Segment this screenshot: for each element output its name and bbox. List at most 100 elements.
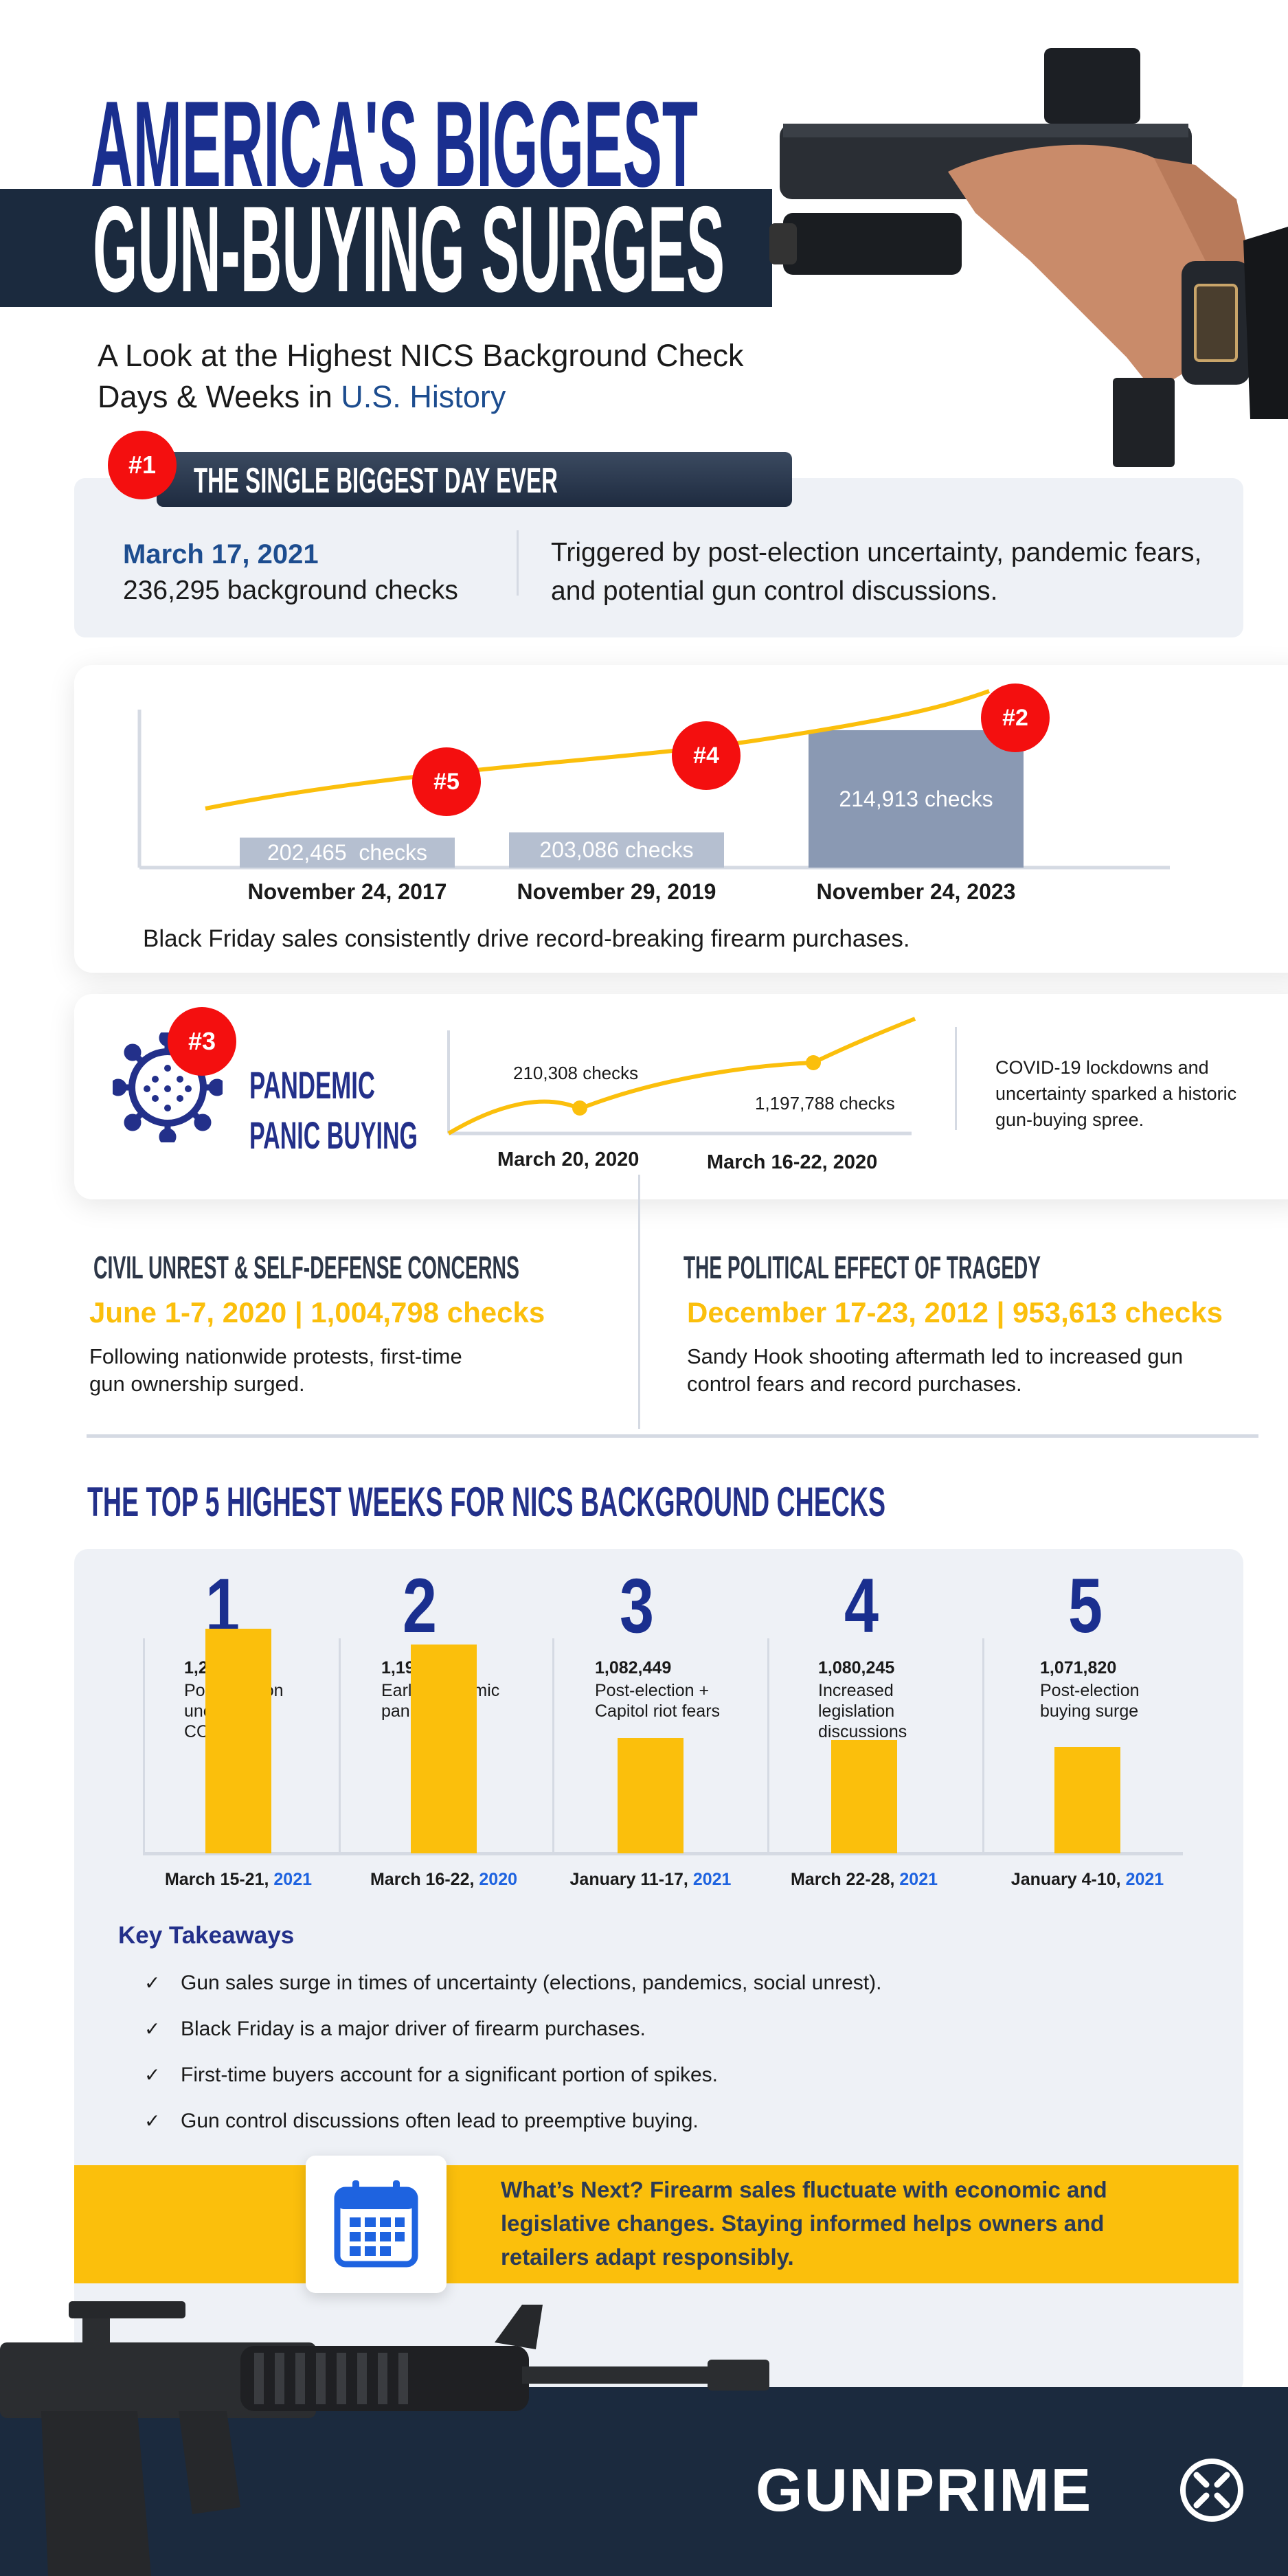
rank-badge-5: #5 [412,747,481,816]
civil-unrest-stat: June 1-7, 2020 | 1,004,798 checks [89,1296,545,1329]
check-icon: ✓ [144,2018,161,2040]
rank-number: 2 [383,1563,465,1649]
column-divider [339,1638,341,1853]
week-value: 1,080,245 [818,1658,895,1677]
top5-heading: THE TOP 5 HIGHEST WEEKS FOR NICS BACKGRO… [87,1479,885,1525]
week-date: March 16-22, 2020 [334,1870,554,1890]
biggest-day-checks: 236,295 background checks [123,576,458,605]
pandemic-point1-label: 210,308 checks [513,1063,639,1083]
biggest-day-description: Triggered by post-election uncertainty, … [551,538,1202,606]
column-divider [767,1638,769,1853]
black-friday-caption: Black Friday sales consistently drive re… [143,925,910,952]
black-friday-date: November 29, 2019 [517,879,716,904]
rank-number-text: 4 [844,1563,879,1649]
takeaway-item: Gun sales surge in times of uncertainty … [181,1971,882,1994]
black-friday-bar [240,837,455,868]
pandemic-point2-date: March 16-22, 2020 [707,1151,878,1173]
pistol-hand-image [769,48,1288,467]
week-year: 2021 [273,1870,313,1889]
black-friday-bar-label: 202,465 checks [267,840,428,866]
week-bar [1054,1746,1120,1853]
rank-number-text: 5 [1067,1563,1103,1649]
black-friday-bar [809,730,1024,868]
rank-badge-2: #2 [981,683,1050,752]
week-value: 1,071,820 [1040,1658,1117,1677]
week-date: March 22-28, 2021 [754,1870,974,1890]
column-divider [638,1175,640,1429]
takeaway-item: Gun control discussions often lead to pr… [181,2110,699,2132]
black-friday-bar [509,832,724,868]
civil-unrest-description: Following nationwide protests, first-tim… [89,1344,462,1396]
check-icon: ✓ [144,2064,161,2086]
week-reason: Increased legislation discussions [818,1681,907,1741]
brand-logo: GUNPRIME [756,2456,1246,2524]
black-friday-chart [137,689,1170,870]
tragedy-heading: THE POLITICAL EFFECT OF TRAGEDY [683,1250,1041,1285]
pandemic-title-line2: PANIC BUYING [249,1114,418,1157]
week-bar [618,1738,683,1853]
week-bar [205,1628,271,1853]
week-year: 2020 [479,1870,518,1889]
check-icon: ✓ [144,1971,161,1994]
section-divider [87,1434,1258,1438]
biggest-day-heading: THE SINGLE BIGGEST DAY EVER [194,461,558,501]
week-date-range: January 4-10, [1010,1870,1126,1889]
takeaway-item: First-time buyers account for a signific… [181,2064,718,2086]
divider [955,1027,957,1130]
civil-unrest-heading: CIVIL UNREST & SELF-DEFENSE CONCERNS [93,1250,519,1285]
pandemic-description: COVID-19 lockdowns and uncertainty spark… [995,1057,1237,1130]
week-value: 1,082,449 [595,1658,672,1677]
rank-badge-1: #1 [108,431,177,499]
data-point-1 [572,1100,587,1116]
divider [517,530,519,596]
black-friday-date: November 24, 2017 [247,879,447,904]
pandemic-card [74,994,1288,1199]
title-band [0,189,772,307]
subtitle-accent: U.S. History [341,379,506,414]
tragedy-stat: December 17-23, 2012 | 953,613 checks [687,1296,1223,1329]
column-divider [982,1638,984,1853]
week-date: January 4-10, 2021 [978,1870,1197,1890]
black-friday-card [74,665,1288,973]
rank-badge-3: #3 [168,1007,236,1076]
week-year: 2021 [899,1870,938,1889]
week-date: January 11-17, 2021 [541,1870,760,1890]
calendar-icon [334,2180,418,2268]
subtitle-line1: A Look at the Highest NICS Background Ch… [98,338,744,373]
title-line2: GUN-BUYING SURGES [93,181,725,317]
week-year: 2021 [692,1870,732,1889]
subtitle-line2: Days & Weeks in [98,379,341,414]
rank-badge-4: #4 [672,721,741,790]
data-point-2 [806,1055,821,1070]
week-bar [831,1739,897,1853]
week-reason: Post-election buying surge [1040,1681,1140,1721]
week-reason: Post-election + Capitol riot fears [595,1681,721,1721]
pandemic-title-line1: PANDEMIC [249,1063,375,1107]
week-date-range: March 15-21, [164,1870,274,1889]
crosshair-logo-icon [1180,2459,1243,2522]
trend-curve [447,1017,916,1136]
week-date-range: January 11-17, [569,1870,693,1889]
rifle-image [0,2301,769,2576]
whats-next-band [74,2165,1239,2283]
biggest-day-date: March 17, 2021 [123,539,319,569]
week-bar [411,1645,477,1853]
takeaway-item: Black Friday is a major driver of firear… [181,2018,646,2040]
week-date-range: March 22-28, [790,1870,900,1889]
pandemic-chart [447,1017,916,1136]
column-divider [143,1638,145,1853]
whats-next-text: What’s Next? Firearm sales fluctuate wit… [501,2177,1107,2270]
column-divider [552,1638,554,1853]
rank-number-text: 2 [402,1563,437,1649]
calendar-card [306,2156,447,2293]
black-friday-bar-label: 203,086 checks [539,837,694,863]
title-line1: AMERICA'S BIGGEST [91,76,698,212]
week-date-range: March 16-22, [370,1870,479,1889]
pandemic-point1-date: March 20, 2020 [497,1149,640,1171]
tragedy-description: Sandy Hook shooting aftermath led to inc… [687,1344,1184,1396]
biggest-day-heading-bar [157,452,792,507]
subtitle: A Look at the Highest NICS Background Ch… [98,335,744,418]
black-friday-bar-label: 214,913 checks [839,786,993,811]
pandemic-point2-label: 1,197,788 checks [755,1093,895,1114]
black-friday-date: November 24, 2023 [816,879,1016,904]
